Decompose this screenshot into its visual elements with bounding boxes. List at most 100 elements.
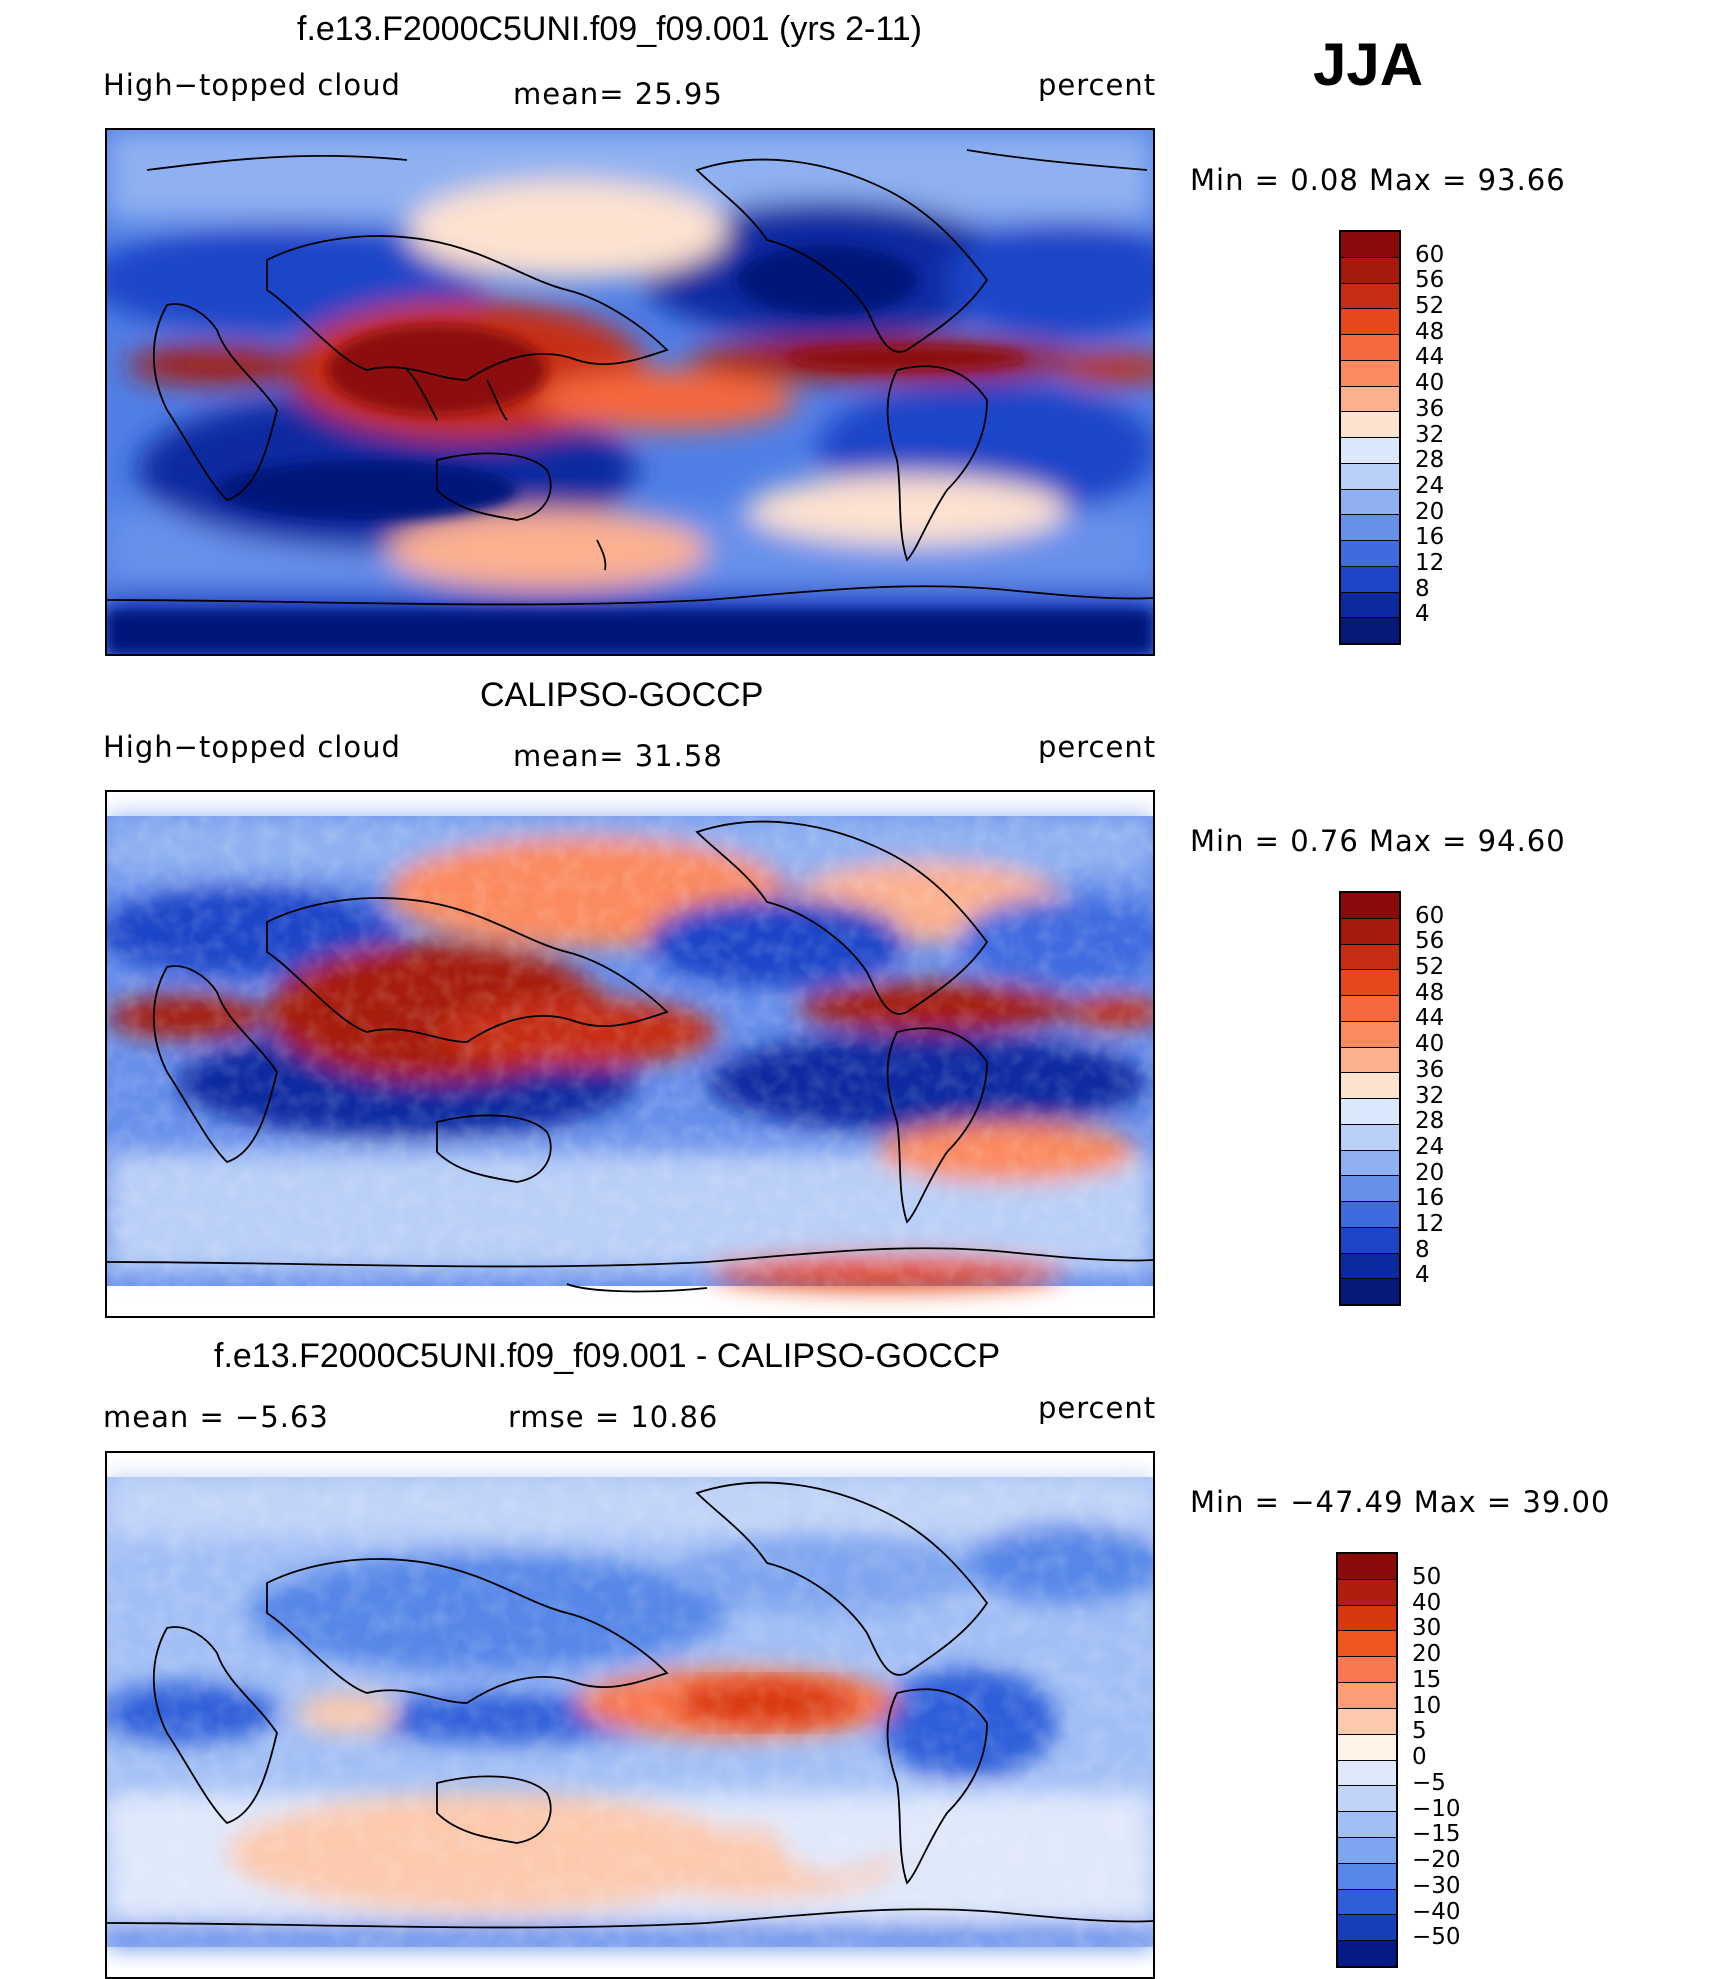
colorbar-tick-label: 40 [1412,1589,1442,1616]
colorbar-tick-label: 32 [1415,1082,1445,1109]
colorbar-swatch [1341,1278,1399,1304]
colorbar-tick-label: 44 [1415,344,1445,371]
panel3-mean: mean = −5.63 [103,1400,329,1434]
colorbar-swatch [1338,1811,1396,1837]
colorbar-swatch [1338,1656,1396,1683]
colorbar-tick-label: 40 [1415,1031,1445,1058]
colorbar-tick-label: 20 [1415,1159,1445,1186]
colorbar-swatch [1338,1940,1396,1966]
colorbar-tick-label: 4 [1415,601,1430,628]
colorbar-tick-label: 28 [1415,447,1445,474]
colorbar-swatch [1338,1862,1396,1889]
colorbar-tick-label: 20 [1412,1641,1442,1667]
colorbar-swatch [1341,1123,1399,1150]
panel2-variable-label: High−topped cloud [103,730,401,764]
colorbar-tick-label: 16 [1415,524,1445,551]
colorbar-swatch [1341,308,1399,334]
colorbar-tick-label: 52 [1415,954,1445,981]
colorbar-tick-label: 20 [1415,498,1445,525]
colorbar-swatch [1341,565,1399,592]
colorbar-tick-label: 8 [1415,575,1430,602]
colorbar-tick-label: 56 [1415,928,1445,955]
colorbar-tick-label: 4 [1415,1262,1430,1289]
colorbar-swatch [1341,334,1399,360]
colorbar-swatch [1341,1201,1399,1227]
colorbar-tick-label: 56 [1415,267,1445,294]
panel3-rmse: rmse = 10.86 [508,1400,719,1434]
colorbar-tick-label: 15 [1412,1666,1442,1693]
colorbar-tick-label: 40 [1415,370,1445,397]
colorbar-tick-label: 16 [1415,1185,1445,1212]
colorbar-tick-label: 5 [1412,1718,1427,1745]
colorbar-swatch [1338,1888,1396,1915]
colorbar-swatch [1341,462,1399,489]
colorbar-swatch [1338,1682,1396,1708]
panel3-units: percent [1038,1391,1157,1425]
coastlines [107,1481,1153,1929]
colorbar-swatch [1341,385,1399,412]
colorbar-swatch [1341,893,1399,918]
colorbar-swatch [1338,1578,1396,1605]
colorbar-swatch [1341,917,1399,944]
colorbar-tick-label: 50 [1412,1563,1442,1590]
colorbar-tick-label: 10 [1412,1692,1442,1719]
colorbar-swatch [1341,1226,1399,1253]
colorbar-swatch [1341,943,1399,970]
colorbar-swatch [1338,1733,1396,1760]
colorbar-swatch [1338,1914,1396,1941]
colorbar-swatch [1341,1175,1399,1201]
panel3-contour-field [107,1477,1153,1947]
colorbar-tick-label: −40 [1412,1898,1461,1925]
panel1-contour-field [107,130,1153,654]
colorbar-tick-label: 8 [1415,1236,1430,1263]
colorbar-tick-label: 28 [1415,1108,1445,1135]
colorbar-swatch [1341,359,1399,386]
colorbar-tick-label: −30 [1412,1872,1461,1899]
panel2-colorbar [1339,891,1401,1306]
colorbar-tick-label: 0 [1412,1744,1427,1770]
colorbar-tick-label: 24 [1415,1133,1445,1160]
colorbar-swatch [1341,1252,1399,1279]
panel2-minmax: Min = 0.76 Max = 94.60 [1190,824,1566,858]
panel3-map [105,1451,1155,1979]
colorbar-swatch [1338,1630,1396,1657]
colorbar-tick-label: 60 [1415,241,1445,268]
colorbar-swatch [1341,256,1399,283]
colorbar-swatch [1341,969,1399,995]
panel3-minmax: Min = −47.49 Max = 39.00 [1190,1485,1611,1519]
colorbar-swatch [1341,282,1399,309]
colorbar-tick-label: −50 [1412,1924,1461,1951]
panel1-minmax: Min = 0.08 Max = 93.66 [1190,163,1566,197]
colorbar-swatch [1341,1020,1399,1047]
colorbar-swatch [1341,437,1399,463]
colorbar-swatch [1341,540,1399,566]
colorbar-swatch [1341,411,1399,437]
panel2-title: CALIPSO-GOCCP [480,676,764,714]
colorbar-swatch [1338,1785,1396,1812]
panel2-contour-field [107,816,1153,1293]
coastlines [107,149,1153,606]
colorbar-swatch [1341,1098,1399,1124]
panel1-colorbar [1339,230,1401,645]
panel1-mean: mean= 25.95 [513,77,723,111]
panel2-mean: mean= 31.58 [513,739,723,773]
colorbar-swatch [1338,1707,1396,1734]
colorbar-tick-label: 30 [1412,1615,1442,1642]
colorbar-swatch [1341,617,1399,643]
colorbar-tick-label: 36 [1415,1056,1445,1083]
colorbar-tick-label: 24 [1415,472,1445,499]
colorbar-tick-label: 52 [1415,293,1445,320]
colorbar-tick-label: 48 [1415,979,1445,1006]
colorbar-tick-label: 12 [1415,549,1445,576]
panel1-variable-label: High−topped cloud [103,68,401,102]
panel1-units: percent [1038,68,1157,102]
colorbar-tick-label: 44 [1415,1005,1445,1032]
panel3-title: f.e13.F2000C5UNI.f09_f09.001 - CALIPSO-G… [214,1337,1001,1375]
panel2-units: percent [1038,730,1157,764]
colorbar-tick-label: −5 [1412,1769,1446,1796]
colorbar-tick-label: 12 [1415,1210,1445,1237]
colorbar-tick-label: 60 [1415,902,1445,929]
colorbar-swatch [1338,1604,1396,1631]
colorbar-swatch [1338,1836,1396,1863]
colorbar-swatch [1341,514,1399,540]
